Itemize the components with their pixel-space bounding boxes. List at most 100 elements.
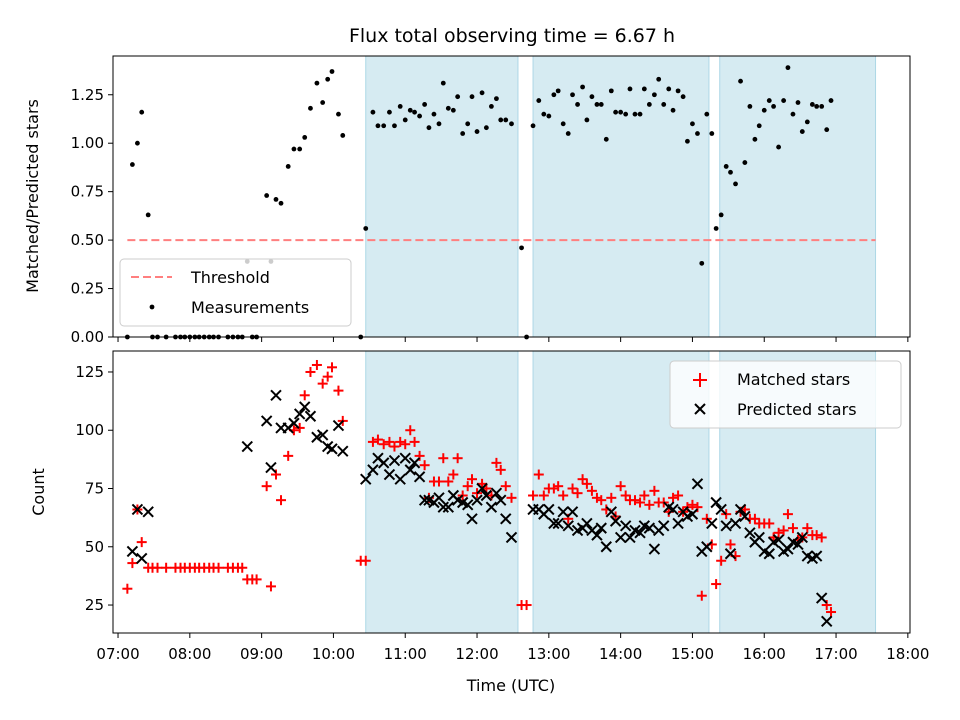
matched-star-marker [629,495,640,506]
measurement-point [560,121,566,127]
measurement-point [637,111,643,117]
predicted-star-marker [691,478,704,490]
matched-star-marker [438,453,449,464]
predicted-star-marker [672,517,684,530]
legend-measurements-label: Measurements [191,298,309,317]
predicted-star-marker [442,501,455,513]
predicted-star-marker [495,494,507,506]
bot-ytick-label: 25 [85,596,104,614]
matched-star-marker [261,481,272,492]
matched-star-marker [495,464,506,475]
xtick-label: 18:00 [886,645,929,663]
bottom-axes: 25 50 75 100 125 07:00 08:00 09:00 10:00 11:00 12:… [75,350,929,663]
measurement-point [474,129,480,134]
measurement-point [675,88,681,94]
measurement-point [381,123,387,129]
top-shaded-intervals [365,55,877,338]
predicted-star-marker [772,534,785,546]
measurement-point [291,146,297,152]
top-panel: 0.00 0.25 0.50 0.75 1.00 1.25 Matched/Predict… [23,55,911,346]
matched-star-marker [462,481,473,492]
predicted-star-marker [753,531,765,544]
measurement-point [285,164,291,169]
measurement-point [603,136,609,142]
measurement-point [308,105,313,111]
predicted-star-marker [815,592,828,604]
measurement-point [589,94,595,100]
matched-star-marker [558,490,569,501]
xtick-label: 10:00 [312,645,355,663]
xtick-label: 15:00 [671,645,714,663]
predicted-star-marker [131,503,144,516]
top-y-axis-label: Matched/Predicted stars [23,99,42,293]
legend-measurements-swatch [149,304,155,310]
matched-star-marker [389,441,400,452]
matched-star-marker [372,434,383,445]
matched-star-marker [251,574,262,585]
measurement-point [651,92,657,98]
predicted-star-marker [619,520,632,532]
matched-star-marker [213,562,224,573]
measurement-point [397,103,403,109]
measurement-point [570,92,575,98]
predicted-star-marker [710,496,722,509]
predicted-star-marker [605,506,618,518]
matched-star-marker [448,469,459,480]
measurement-point [709,131,715,136]
predicted-star-marker [686,508,699,520]
matched-star-marker [673,490,684,501]
predicted-star-marker [581,517,593,530]
predicted-star-marker [437,501,449,513]
predicted-star-marker [413,471,426,483]
measurement-point [728,169,733,175]
measurement-point [264,193,270,198]
matched-star-marker [378,439,389,450]
top-axes: 0.00 0.25 0.50 0.75 1.00 1.25 [71,55,911,346]
predicted-star-marker [821,615,833,628]
matched-star-marker [668,492,679,503]
predicted-star-marker [288,417,300,429]
predicted-star-marker [360,473,372,485]
legend-matched-swatch [693,373,707,387]
measurement-point [776,144,782,150]
measurements-points [124,65,834,340]
matched-star-marker [443,476,454,487]
predicted-star-marker [485,501,498,513]
measurement-point [325,76,331,82]
predicted-star-marker [293,408,306,420]
matched-star-marker [152,562,163,573]
predicted-star-marker [600,541,612,553]
bot-ytick-label: 50 [85,538,104,556]
matched-star-marker [528,490,539,501]
predicted-star-marker [480,489,493,502]
measurement-point [340,133,346,138]
legend-matched-label: Matched stars [737,370,850,389]
matched-star-marker [467,474,478,485]
matched-star-marker [265,581,276,592]
xtick-label: 17:00 [814,645,857,663]
top-ytick-label: 1.25 [71,86,104,104]
xtick-label: 07:00 [96,645,139,663]
predicted-star-marker [500,513,512,525]
predicted-star-marker [408,457,421,469]
measurement-point [422,102,428,107]
matched-star-marker [367,436,378,447]
measurement-point [440,80,446,86]
measurement-point [412,109,417,115]
predicted-star-marker [566,506,579,518]
matched-star-marker [299,390,310,401]
top-ytick-label: 0.00 [71,328,104,346]
matched-star-marker [409,436,420,447]
bot-ytick-label: 125 [75,363,104,381]
predicted-star-marker [241,440,253,453]
predicted-star-marker [433,492,445,504]
xtick-label: 14:00 [599,645,642,663]
top-legend-box [119,258,352,327]
measurement-point [530,123,536,129]
matched-star-marker [521,600,532,611]
matched-star-marker [326,362,337,373]
predicted-star-marker [648,543,661,555]
predicted-star-marker [299,401,311,413]
measurement-point [713,226,719,231]
measurement-point [392,123,397,129]
